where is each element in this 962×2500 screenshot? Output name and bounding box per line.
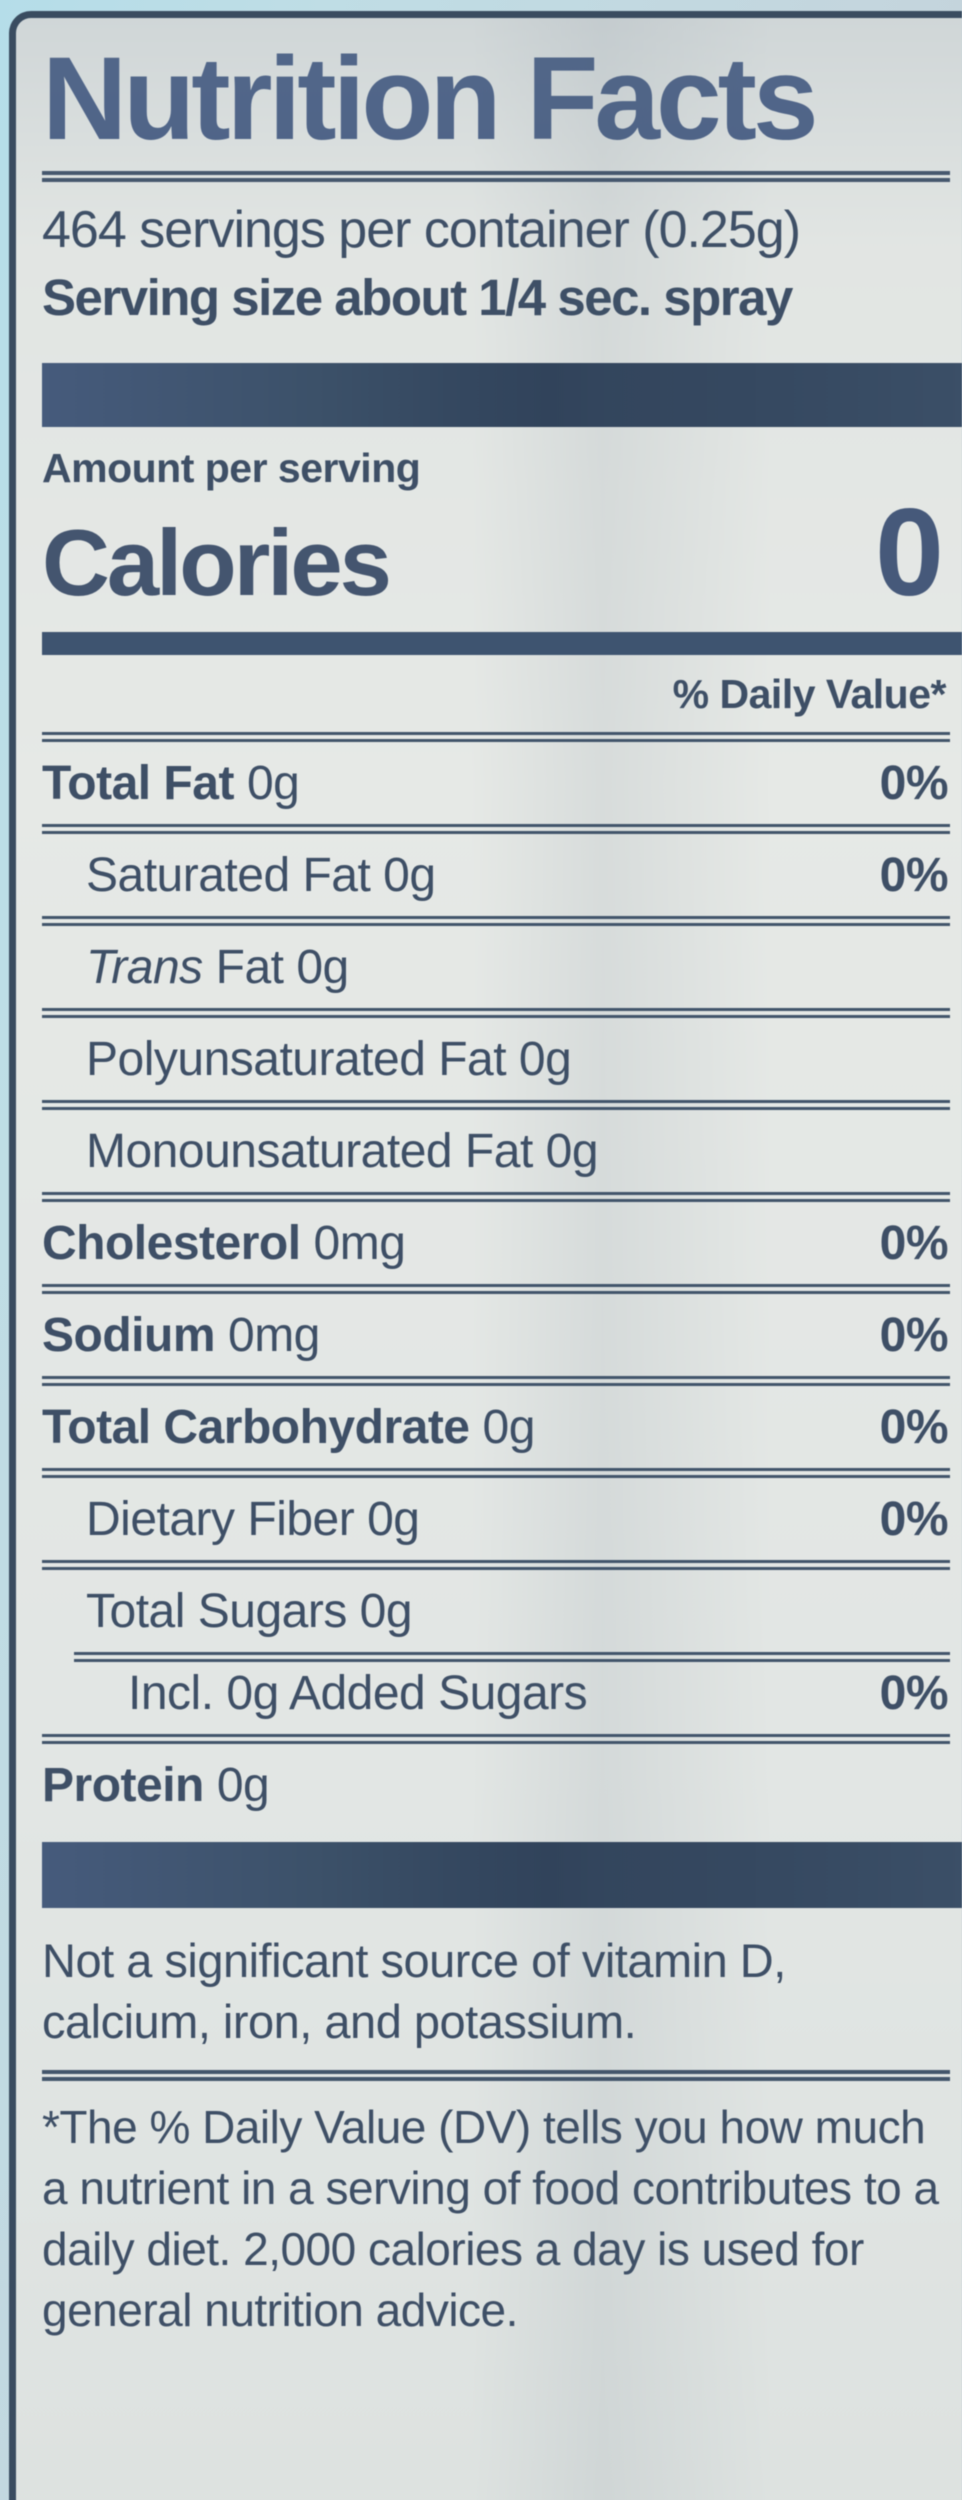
serving-size: Serving size about 1/4 sec. spray <box>42 268 793 326</box>
nutrition-row-total-carbohydrate: Total Carbohydrate 0g 0% <box>42 1375 950 1468</box>
nutrition-row-polyunsaturated-fat: Polyunsaturated Fat 0g <box>42 1007 950 1100</box>
row-daily-value: 0% <box>879 1216 949 1270</box>
daily-value-header: % Daily Value* <box>672 670 947 717</box>
nutrition-row-trans-fat: Trans Fat 0g <box>42 915 950 1008</box>
calories-rule <box>42 631 962 655</box>
nutrition-facts-label: Nutrition Facts 464 servings per contain… <box>9 11 962 2500</box>
footnote-rule <box>42 2069 950 2081</box>
row-label: Polyunsaturated Fat 0g <box>86 1032 572 1086</box>
nutrition-row-total-sugars: Total Sugars 0g <box>42 1559 950 1652</box>
calories-value: 0 <box>875 483 944 622</box>
row-label: Sodium 0mg <box>42 1308 320 1362</box>
nutrition-facts-title: Nutrition Facts <box>42 33 819 165</box>
row-daily-value: 0% <box>879 756 949 810</box>
not-significant-note: Not a significant source of vitamin D, c… <box>42 1933 786 2048</box>
amount-per-serving-label: Amount per serving <box>42 444 421 491</box>
nutrition-row-dietary-fiber: Dietary Fiber 0g 0% <box>42 1467 950 1560</box>
row-label: Total Carbohydrate 0g <box>42 1400 535 1454</box>
nutrition-row-cholesterol: Cholesterol 0mg 0% <box>42 1191 950 1284</box>
row-daily-value: 0% <box>879 1400 949 1454</box>
nutrition-row-sodium: Sodium 0mg 0% <box>42 1283 950 1376</box>
nutrition-row-saturated-fat: Saturated Fat 0g 0% <box>42 823 950 916</box>
row-label: Dietary Fiber 0g <box>86 1492 420 1546</box>
row-daily-value: 0% <box>879 1492 949 1546</box>
thick-separator-bar-top <box>42 362 962 427</box>
nutrition-row-total-fat: Total Fat 0g 0% <box>42 731 950 824</box>
row-label: Protein 0g <box>42 1758 270 1812</box>
nutrition-row-added-sugars: Incl. 0g Added Sugars 0% <box>42 1651 950 1734</box>
row-label: Saturated Fat 0g <box>86 848 436 902</box>
row-label: Trans Fat 0g <box>86 940 349 994</box>
row-label: Incl. 0g Added Sugars <box>128 1666 588 1720</box>
servings-per-container: 464 servings per container (0.25g) <box>42 200 801 259</box>
nutrition-row-protein: Protein 0g <box>42 1733 950 1826</box>
row-daily-value: 0% <box>879 848 949 902</box>
daily-value-footnote: *The % Daily Value (DV) tells you how mu… <box>42 2100 939 2337</box>
row-label: Total Fat 0g <box>42 756 300 810</box>
title-rule <box>42 170 950 182</box>
nutrition-row-monounsaturated-fat: Monounsaturated Fat 0g <box>42 1099 950 1192</box>
calories-row: Calories 0 <box>42 482 950 624</box>
row-label: Monounsaturated Fat 0g <box>86 1124 599 1178</box>
nutrient-rows: Total Fat 0g 0% Saturated Fat 0g 0% Trans… <box>42 731 950 1826</box>
thick-separator-bar-bottom <box>42 1841 962 1908</box>
row-label: Total Sugars 0g <box>86 1584 413 1638</box>
row-label: Cholesterol 0mg <box>42 1216 406 1270</box>
calories-label: Calories <box>42 509 392 615</box>
row-daily-value: 0% <box>879 1666 949 1720</box>
row-daily-value: 0% <box>879 1308 949 1362</box>
